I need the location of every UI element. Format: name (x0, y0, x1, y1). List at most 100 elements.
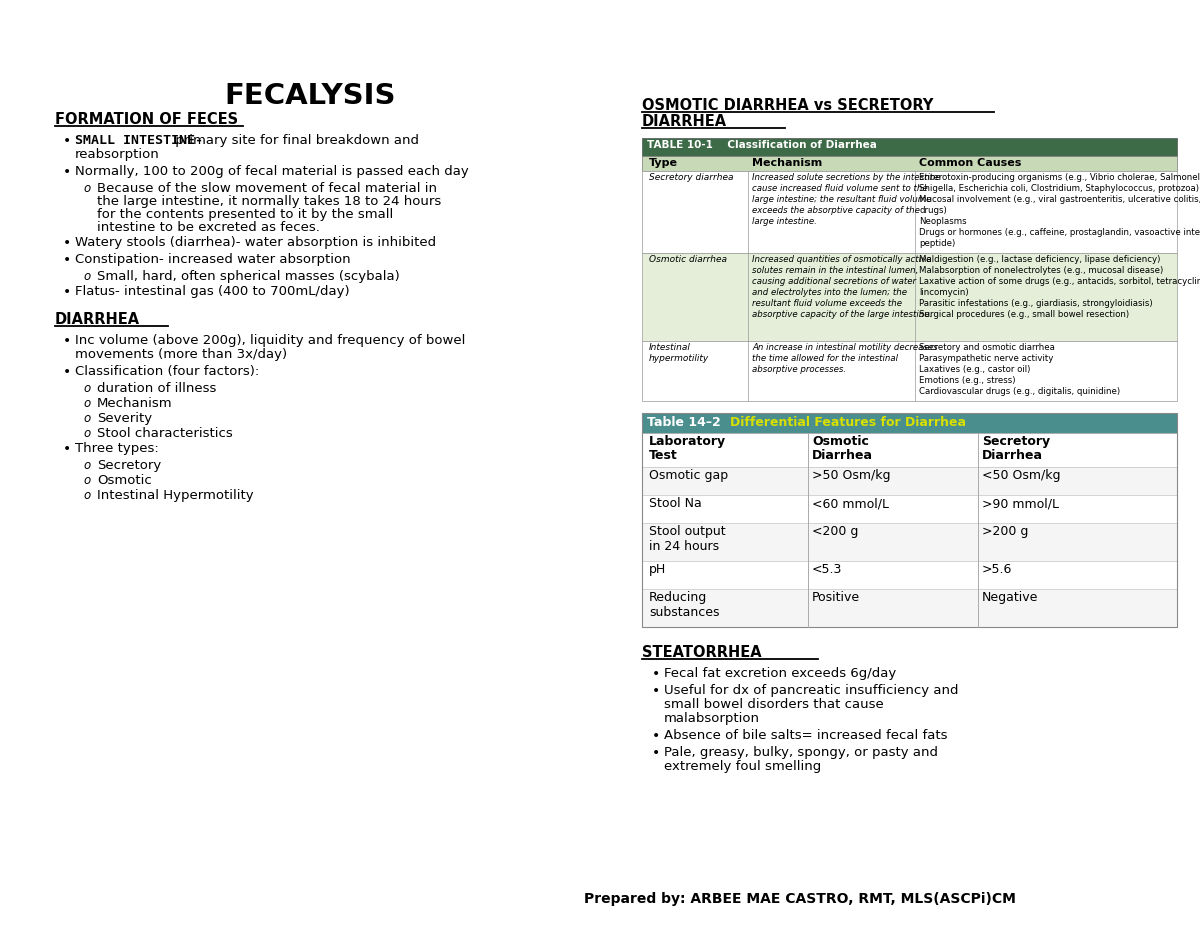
Text: •: • (64, 285, 71, 299)
Text: TABLE 10-1    Classification of Diarrhea: TABLE 10-1 Classification of Diarrhea (647, 140, 877, 150)
Text: •: • (64, 134, 71, 148)
Text: Positive: Positive (812, 591, 860, 604)
Text: reabsorption: reabsorption (74, 148, 160, 161)
Text: Absence of bile salts= increased fecal fats: Absence of bile salts= increased fecal f… (664, 729, 948, 742)
Text: Diarrhea: Diarrhea (812, 449, 874, 462)
FancyBboxPatch shape (642, 561, 1177, 589)
Text: Stool characteristics: Stool characteristics (97, 427, 233, 440)
Text: Osmotic: Osmotic (812, 435, 869, 448)
Text: Increased solute secretions by the intestine: Increased solute secretions by the intes… (752, 173, 941, 182)
Text: <60 mmol/L: <60 mmol/L (812, 497, 889, 510)
Text: <200 g: <200 g (812, 525, 858, 538)
Text: Intestinal: Intestinal (649, 343, 691, 352)
Text: o: o (83, 427, 90, 440)
Text: >5.6: >5.6 (982, 563, 1013, 576)
Text: absorptive processes.: absorptive processes. (752, 365, 846, 374)
Text: Emotions (e.g., stress): Emotions (e.g., stress) (919, 376, 1015, 385)
FancyBboxPatch shape (642, 413, 1177, 433)
Text: o: o (83, 382, 90, 395)
Text: •: • (64, 442, 71, 456)
Text: absorptive capacity of the large intestine.: absorptive capacity of the large intesti… (752, 310, 932, 319)
Text: Cardiovascular drugs (e.g., digitalis, quinidine): Cardiovascular drugs (e.g., digitalis, q… (919, 387, 1120, 396)
Text: Useful for dx of pancreatic insufficiency and: Useful for dx of pancreatic insufficienc… (664, 684, 959, 697)
Text: Laxatives (e.g., castor oil): Laxatives (e.g., castor oil) (919, 365, 1031, 374)
Text: Laboratory: Laboratory (649, 435, 726, 448)
Text: •: • (64, 165, 71, 179)
Text: Enterotoxin-producing organisms (e.g., Vibrio cholerae, Salmonella,: Enterotoxin-producing organisms (e.g., V… (919, 173, 1200, 182)
FancyBboxPatch shape (642, 156, 1177, 171)
Text: Increased quantities of osmotically active: Increased quantities of osmotically acti… (752, 255, 931, 264)
Text: o: o (83, 397, 90, 410)
Text: solutes remain in the intestinal lumen,: solutes remain in the intestinal lumen, (752, 266, 918, 275)
Text: >200 g: >200 g (982, 525, 1028, 538)
Text: extremely foul smelling: extremely foul smelling (664, 760, 821, 773)
Text: pH: pH (649, 563, 666, 576)
Text: Type: Type (649, 158, 678, 168)
Text: o: o (83, 459, 90, 472)
Text: hypermotility: hypermotility (649, 354, 709, 363)
Text: An increase in intestinal motility decreases: An increase in intestinal motility decre… (752, 343, 937, 352)
Text: peptide): peptide) (919, 239, 955, 248)
Text: small bowel disorders that cause: small bowel disorders that cause (664, 698, 883, 711)
Text: primary site for final breakdown and: primary site for final breakdown and (172, 134, 419, 147)
Text: cause increased fluid volume sent to the: cause increased fluid volume sent to the (752, 184, 928, 193)
Text: Maldigestion (e.g., lactase deficiency, lipase deficiency): Maldigestion (e.g., lactase deficiency, … (919, 255, 1160, 264)
Text: Mechanism: Mechanism (97, 397, 173, 410)
Text: the time allowed for the intestinal: the time allowed for the intestinal (752, 354, 898, 363)
Text: Osmotic diarrhea: Osmotic diarrhea (649, 255, 727, 264)
FancyBboxPatch shape (642, 589, 1177, 627)
Text: o: o (83, 270, 90, 283)
Text: Pale, greasy, bulky, spongy, or pasty and: Pale, greasy, bulky, spongy, or pasty an… (664, 746, 938, 759)
Text: Drugs or hormones (e.g., caffeine, prostaglandin, vasoactive intestinal: Drugs or hormones (e.g., caffeine, prost… (919, 228, 1200, 237)
Text: Normally, 100 to 200g of fecal material is passed each day: Normally, 100 to 200g of fecal material … (74, 165, 469, 178)
Text: Differential Features for Diarrhea: Differential Features for Diarrhea (730, 416, 966, 429)
Text: large intestine; the resultant fluid volume: large intestine; the resultant fluid vol… (752, 195, 931, 204)
Text: •: • (652, 746, 660, 760)
Text: OSMOTIC DIARRHEA vs SECRETORY: OSMOTIC DIARRHEA vs SECRETORY (642, 98, 934, 113)
FancyBboxPatch shape (642, 171, 1177, 253)
FancyBboxPatch shape (642, 253, 1177, 341)
Text: Stool Na: Stool Na (649, 497, 702, 510)
Text: Prepared by: ARBEE MAE CASTRO, RMT, MLS(ASCPi)CM: Prepared by: ARBEE MAE CASTRO, RMT, MLS(… (584, 892, 1016, 906)
Text: Parasympathetic nerve activity: Parasympathetic nerve activity (919, 354, 1054, 363)
Text: Test: Test (649, 449, 678, 462)
Text: •: • (652, 667, 660, 681)
Text: lincomycin): lincomycin) (919, 288, 968, 297)
Text: >90 mmol/L: >90 mmol/L (982, 497, 1060, 510)
Text: •: • (64, 236, 71, 250)
Text: Three types:: Three types: (74, 442, 158, 455)
Text: Fecal fat excretion exceeds 6g/day: Fecal fat excretion exceeds 6g/day (664, 667, 896, 680)
Text: Neoplasms: Neoplasms (919, 217, 967, 226)
Text: Secretory and osmotic diarrhea: Secretory and osmotic diarrhea (919, 343, 1055, 352)
Text: •: • (64, 253, 71, 267)
Text: resultant fluid volume exceeds the: resultant fluid volume exceeds the (752, 299, 902, 308)
Text: Osmotic: Osmotic (97, 474, 151, 487)
Text: large intestine.: large intestine. (752, 217, 817, 226)
FancyBboxPatch shape (642, 467, 1177, 495)
Text: DIARRHEA: DIARRHEA (642, 114, 727, 129)
Text: STEATORRHEA: STEATORRHEA (642, 645, 762, 660)
Text: duration of illness: duration of illness (97, 382, 216, 395)
Text: Watery stools (diarrhea)- water absorption is inhibited: Watery stools (diarrhea)- water absorpti… (74, 236, 436, 249)
Text: malabsorption: malabsorption (664, 712, 760, 725)
FancyBboxPatch shape (642, 523, 1177, 561)
Text: Reducing: Reducing (649, 591, 707, 604)
Text: Stool output: Stool output (649, 525, 726, 538)
Text: Diarrhea: Diarrhea (982, 449, 1043, 462)
Text: Mucosal involvement (e.g., viral gastroenteritis, ulcerative colitis,: Mucosal involvement (e.g., viral gastroe… (919, 195, 1200, 204)
Text: Constipation- increased water absorption: Constipation- increased water absorption (74, 253, 350, 266)
Text: Secretory: Secretory (982, 435, 1050, 448)
Text: <5.3: <5.3 (812, 563, 842, 576)
Text: Common Causes: Common Causes (919, 158, 1021, 168)
Text: >50 Osm/kg: >50 Osm/kg (812, 469, 890, 482)
Text: causing additional secretions of water: causing additional secretions of water (752, 277, 916, 286)
Text: Inc volume (above 200g), liquidity and frequency of bowel: Inc volume (above 200g), liquidity and f… (74, 334, 466, 347)
Text: FECALYSIS: FECALYSIS (224, 82, 396, 110)
Text: intestine to be excreted as feces.: intestine to be excreted as feces. (97, 221, 320, 234)
Text: Because of the slow movement of fecal material in: Because of the slow movement of fecal ma… (97, 182, 437, 195)
Text: Classification (four factors):: Classification (four factors): (74, 365, 259, 378)
Text: Osmotic gap: Osmotic gap (649, 469, 728, 482)
Text: Flatus- intestinal gas (400 to 700mL/day): Flatus- intestinal gas (400 to 700mL/day… (74, 285, 349, 298)
Text: Negative: Negative (982, 591, 1038, 604)
Text: SMALL INTESTINE-: SMALL INTESTINE- (74, 134, 203, 147)
